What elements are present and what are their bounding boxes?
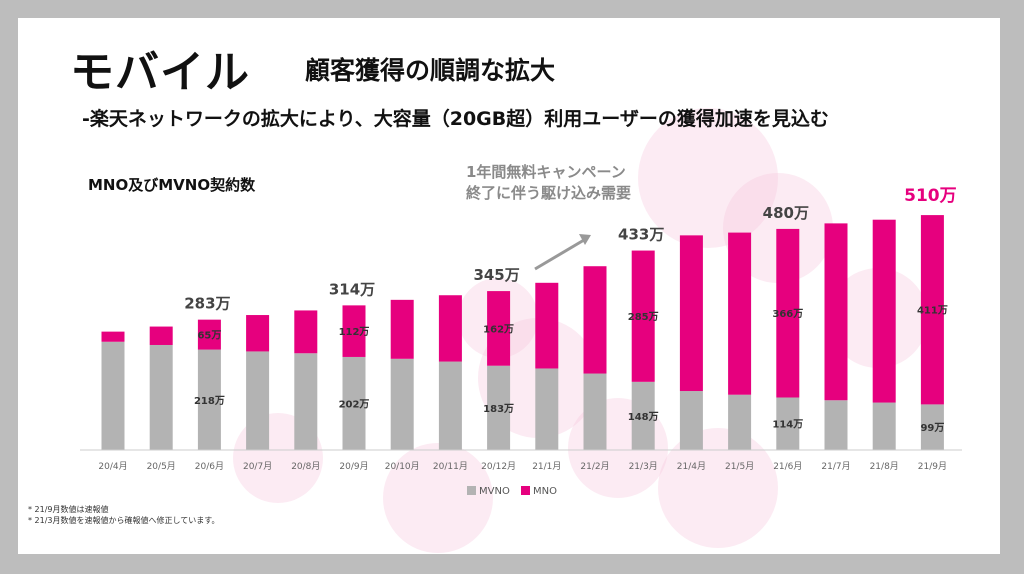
x-tick-label-10: 21/2月 (580, 461, 609, 472)
bar-mno-6 (390, 299, 414, 359)
footnotes: * 21/9月数値は速報値 * 21/3月数値を速報値から確報値へ修正しています… (28, 504, 219, 526)
total-label-8: 345万 (473, 266, 519, 284)
mvno-value-label-8: 183万 (483, 403, 514, 415)
mvno-value-label-2: 218万 (194, 395, 225, 407)
bar-mvno-9 (535, 368, 559, 450)
legend-item-mno: MNO (521, 486, 557, 497)
bars-layer (101, 215, 944, 450)
mno-value-label-8: 162万 (483, 323, 514, 335)
legend-swatch-mno (521, 486, 531, 495)
decoration-circle-5 (383, 443, 493, 553)
bar-mvno-8 (487, 365, 511, 450)
bar-mvno-12 (679, 391, 703, 450)
total-label-5: 314万 (329, 280, 375, 298)
lead-text: -楽天ネットワークの拡大により、大容量（20GB超）利用ユーザーの獲得加速を見込… (82, 108, 829, 130)
chart-title: MNO及びMVNO契約数 (88, 176, 256, 194)
x-tick-label-9: 21/1月 (532, 461, 561, 472)
bar-mvno-7 (438, 361, 462, 450)
x-tick-label-0: 20/4月 (98, 461, 127, 472)
chart-canvas: 20/4月 20/5月 20/6月 20/7月 20/8月 20/9月 20/10月 20/1… (80, 108, 962, 553)
total-label-2: 283万 (184, 295, 230, 313)
bar-mno-5 (342, 305, 366, 357)
bar-mno-3 (246, 315, 270, 352)
x-tick-label-4: 20/8月 (291, 461, 320, 472)
total-label-11: 433万 (618, 226, 664, 244)
bar-mvno-16 (872, 402, 896, 450)
bar-mno-11 (631, 250, 655, 382)
x-tick-label-5: 20/9月 (339, 461, 368, 472)
bar-mno-17 (920, 215, 944, 405)
total-label-14: 480万 (763, 204, 809, 222)
bar-mvno-2 (197, 349, 221, 450)
bar-mvno-4 (294, 353, 318, 450)
bar-mvno-10 (583, 373, 607, 450)
bar-mno-13 (728, 232, 752, 395)
page-title: モバイル (70, 47, 250, 98)
x-tick-label-12: 21/4月 (677, 461, 706, 472)
callout-line-1: 1年間無料キャンペーン (466, 163, 626, 181)
x-tick-label-13: 21/5月 (725, 461, 754, 472)
mvno-value-label-14: 114万 (772, 419, 803, 431)
bar-mno-15 (824, 223, 848, 401)
x-tick-label-15: 21/7月 (821, 461, 850, 472)
bar-mno-2 (197, 319, 221, 350)
callout-text: 1年間無料キャンペーン 終了に伴う駆け込み需要 (466, 162, 631, 204)
mno-value-label-11: 285万 (628, 311, 659, 323)
legend-label-mno: MNO (533, 486, 557, 497)
mno-value-label-2: 65万 (197, 330, 221, 342)
mvno-value-label-5: 202万 (339, 398, 370, 410)
footnote-1: * 21/9月数値は速報値 (28, 505, 109, 514)
footnote-2: * 21/3月数値を速報値から確報値へ修正しています。 (28, 516, 220, 525)
bar-mno-16 (872, 219, 896, 403)
labels-layer: 20/4月 20/5月 20/6月 20/7月 20/8月 20/9月 20/10月 20/1… (98, 186, 956, 472)
x-tick-label-1: 20/5月 (147, 461, 176, 472)
x-tick-label-14: 21/6月 (773, 461, 802, 472)
legend-label-mvno: MVNO (479, 486, 510, 497)
callout-arrow (534, 234, 591, 271)
bar-mno-4 (294, 310, 318, 354)
mvno-value-label-17: 99万 (920, 422, 944, 434)
x-tick-label-7: 20/11月 (433, 461, 468, 472)
bar-mvno-13 (728, 394, 752, 450)
bar-mvno-6 (390, 358, 414, 450)
bar-mno-9 (535, 282, 559, 369)
bar-mvno-3 (246, 351, 270, 450)
total-label-17: 510万 (904, 186, 957, 206)
bar-mno-7 (438, 295, 462, 362)
decoration-circle-6 (658, 428, 778, 548)
bar-mno-0 (101, 331, 125, 342)
legend-swatch-mvno (467, 486, 476, 495)
page-subtitle: 顧客獲得の順調な拡大 (305, 56, 556, 85)
mno-value-label-17: 411万 (917, 305, 948, 317)
bar-mno-10 (583, 266, 607, 374)
decoration-circle-0 (638, 108, 778, 248)
x-tick-label-11: 21/3月 (629, 461, 658, 472)
x-tick-label-2: 20/6月 (195, 461, 224, 472)
bar-mno-8 (487, 291, 511, 366)
mno-value-label-5: 112万 (339, 326, 370, 338)
bar-mvno-11 (631, 381, 655, 450)
x-tick-label-6: 20/10月 (385, 461, 420, 472)
bar-mno-14 (776, 228, 800, 398)
callout-line-2: 終了に伴う駆け込み需要 (466, 184, 632, 202)
bar-mvno-14 (776, 397, 800, 450)
bar-mvno-1 (149, 344, 173, 450)
x-tick-label-17: 21/9月 (918, 461, 947, 472)
bar-mno-1 (149, 326, 173, 345)
x-tick-label-8: 20/12月 (481, 461, 516, 472)
slide: 20/4月 20/5月 20/6月 20/7月 20/8月 20/9月 20/10月 20/1… (18, 18, 1000, 554)
bar-mvno-0 (101, 341, 125, 450)
mvno-value-label-11: 148万 (628, 411, 659, 423)
legend-item-mvno: MVNO (467, 486, 513, 497)
bar-mvno-15 (824, 400, 848, 450)
bar-mvno-17 (920, 404, 944, 450)
x-tick-label-16: 21/8月 (870, 461, 899, 472)
x-tick-label-3: 20/7月 (243, 461, 272, 472)
mno-value-label-14: 366万 (772, 308, 803, 320)
callout-arrow-head (579, 234, 591, 245)
bar-mvno-5 (342, 356, 366, 450)
chart-legend: MVNO MNO (467, 486, 565, 497)
bar-mno-12 (679, 235, 703, 392)
